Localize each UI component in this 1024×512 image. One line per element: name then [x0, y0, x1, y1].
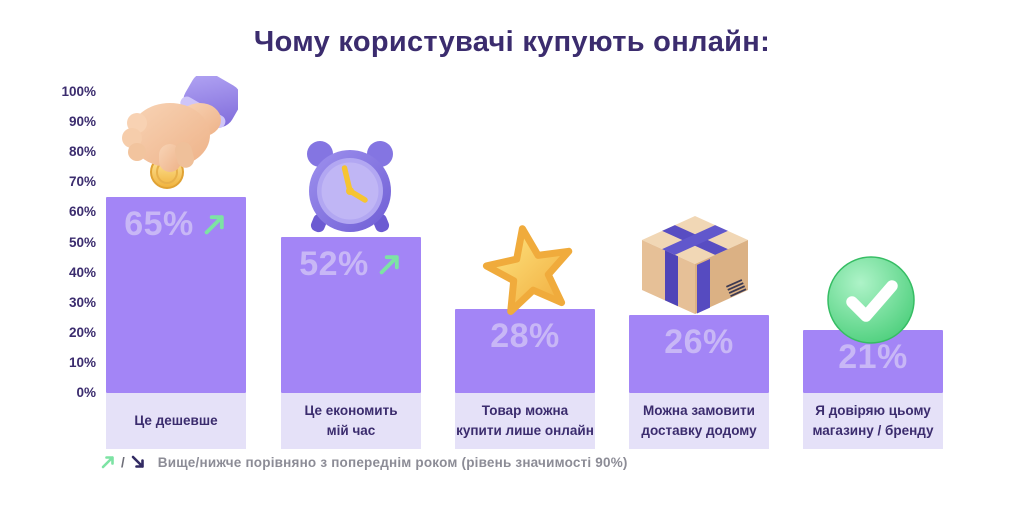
bar-column: 52% Це економить мій час [281, 92, 421, 449]
package-box-icon [636, 212, 754, 325]
y-tick-label: 10% [68, 354, 96, 370]
y-axis: 100% 90% 80% 70% 60% 50% 40% 30% 20% 10% 0% [0, 84, 96, 400]
trend-up-icon [204, 215, 224, 235]
legend-down-arrow-icon [131, 455, 144, 468]
y-tick-label: 80% [68, 144, 96, 160]
bar-category-label: Це дешевше [106, 393, 246, 449]
bar: 52% [281, 236, 421, 393]
check-mark-icon [826, 255, 916, 350]
bar-value-label: 21% [838, 337, 908, 376]
bar-category-label: Це економить мій час [281, 393, 421, 449]
trend-up-icon [379, 254, 399, 274]
bar-value-label: 26% [664, 322, 734, 361]
bar-category-label: Я довіряю цьому магазину / бренду [803, 393, 943, 449]
footnote: / Вище/нижче порівняно з попереднім роко… [100, 451, 628, 473]
bar-column: 65% Це дешевше [106, 92, 246, 449]
bar-value-label: 52% [299, 244, 369, 283]
y-tick-label: 30% [68, 294, 96, 310]
y-tick-label: 70% [68, 174, 96, 190]
legend-separator: / [121, 454, 125, 470]
bar-category-label: Товар можна купити лише онлайн [455, 393, 595, 449]
bar-value-label: 28% [490, 316, 560, 355]
y-tick-label: 0% [76, 385, 96, 400]
hand-coin-icon [112, 72, 242, 195]
bar-column: 26% Можна замовити доставку додому [629, 92, 769, 449]
plot-area: 65% Це дешевше 52% Це економить мій час 28% Т… [106, 92, 948, 449]
bar: 28% [455, 308, 595, 393]
bar-value-label: 65% [124, 205, 194, 244]
bar: 26% [629, 314, 769, 393]
star-icon [477, 224, 583, 325]
y-tick-label: 40% [68, 264, 96, 280]
y-tick-label: 100% [61, 84, 96, 99]
footnote-text: Вище/нижче порівняно з попереднім роком … [157, 454, 628, 470]
alarm-clock-icon [296, 136, 404, 241]
y-tick-label: 60% [68, 204, 96, 220]
bar-category-label: Можна замовити доставку додому [629, 393, 769, 449]
page-title: Чому користувачі купують онлайн: [253, 26, 771, 58]
y-tick-label: 50% [68, 234, 96, 250]
bar-column: 28% Товар можна купити лише онлайн [455, 92, 595, 449]
y-tick-label: 90% [68, 114, 96, 130]
legend-up-arrow-icon [101, 456, 114, 469]
bar: 65% [106, 197, 246, 393]
y-tick-label: 20% [68, 324, 96, 340]
